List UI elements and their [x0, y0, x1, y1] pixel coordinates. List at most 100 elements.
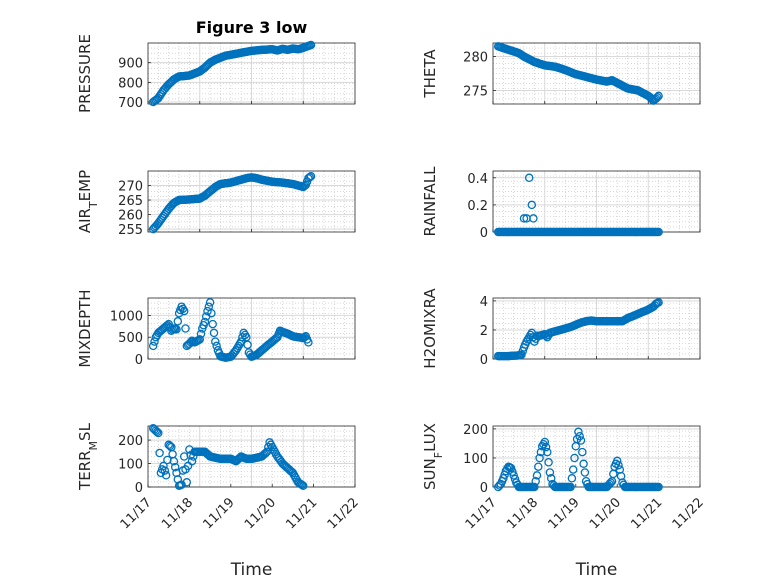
- data-point: [530, 482, 539, 492]
- data-point: [298, 182, 308, 192]
- y-tick-label: 700: [118, 96, 143, 111]
- data-point: [499, 474, 508, 483]
- data-point: [260, 449, 269, 459]
- y-axis-label: H2OMIXRA: [421, 288, 439, 369]
- data-point: [306, 40, 316, 50]
- data-point: [170, 462, 180, 472]
- data-point: [614, 460, 623, 470]
- data-point: [654, 227, 663, 237]
- data-point: [177, 480, 186, 489]
- y-tick-label: 900: [118, 57, 143, 72]
- data-point: [305, 172, 314, 182]
- subplot-title: Figure 3 low: [196, 18, 308, 37]
- x-tick-label: 11/20: [242, 495, 279, 532]
- subplot-pressure: 700 800 900 PRESSURE Figure 3 low: [76, 18, 356, 113]
- data-point: [236, 337, 246, 346]
- data-point: [575, 431, 584, 441]
- data-point: [580, 468, 590, 477]
- data-point: [172, 325, 181, 334]
- data-point: [154, 428, 163, 438]
- x-tick-label: 11/18: [159, 495, 196, 532]
- y-axis-label: THETA: [421, 49, 439, 99]
- data-point: [187, 456, 197, 466]
- data-point: [654, 482, 663, 492]
- data-point: [509, 471, 518, 480]
- y-axis-label: SUNFLUX: [421, 423, 445, 490]
- subplot-sun_flux: 0 100 200 11/17 11/18 11/19 11/20 11/21 11/22 Tim…: [421, 423, 707, 580]
- y-tick-label: 0: [135, 481, 143, 496]
- data-point: [517, 350, 526, 359]
- data-point: [304, 174, 313, 183]
- subplot-mixdepth: 0 500 1000 MIXDEPTH: [76, 289, 356, 368]
- data-point: [195, 335, 205, 344]
- x-tick-label: 11/19: [546, 495, 583, 532]
- y-tick-label: 500: [118, 331, 143, 346]
- data-point: [531, 476, 540, 486]
- data-point: [519, 214, 529, 223]
- data-point: [540, 437, 550, 447]
- data-point: [545, 468, 555, 477]
- y-tick-label: 800: [118, 76, 143, 91]
- data-point: [566, 482, 575, 492]
- y-tick-label: 0: [480, 226, 488, 241]
- y-axis-label: TERRMSL: [76, 422, 100, 491]
- subplot-h2omixra: 0 2 4 H2OMIXRA: [421, 288, 701, 369]
- data-point: [567, 474, 577, 483]
- x-tick-label: 11/22: [325, 495, 362, 532]
- y-tick-label: 0: [480, 353, 488, 368]
- data-point: [535, 453, 544, 463]
- x-tick-label: 11/21: [628, 495, 665, 532]
- data-point: [306, 171, 316, 181]
- data-point: [207, 308, 216, 318]
- data-point: [300, 181, 309, 191]
- axes-box: [147, 425, 356, 488]
- data-point: [160, 466, 170, 475]
- data-point: [646, 93, 656, 103]
- data-point: [532, 471, 542, 480]
- data-point: [151, 426, 161, 435]
- data-point: [534, 462, 543, 471]
- y-tick-label: 275: [463, 84, 488, 99]
- data-point: [234, 341, 243, 351]
- data-point: [495, 481, 504, 490]
- x-tick-label: 11/20: [587, 495, 624, 532]
- data-point: [200, 317, 210, 327]
- y-tick-label: 0: [135, 353, 143, 368]
- data-point: [163, 320, 172, 330]
- data-point: [576, 436, 586, 445]
- data-point: [544, 458, 553, 467]
- y-tick-label: 4: [480, 295, 488, 310]
- x-tick-label: 11/21: [283, 495, 320, 532]
- y-tick-label: 0: [480, 481, 488, 496]
- y-axis-label: PRESSURE: [76, 34, 94, 113]
- data-point: [612, 456, 622, 466]
- data-point: [238, 332, 247, 342]
- subplot-rainfall: 0 0.2 0.4 RAINFALL: [421, 166, 701, 241]
- data-point: [212, 341, 221, 351]
- x-tick-label: 11/17: [463, 495, 500, 532]
- data-point: [243, 340, 252, 350]
- data-point: [209, 328, 219, 338]
- y-tick-label: 255: [118, 223, 143, 238]
- data-point: [543, 447, 552, 457]
- data-point: [546, 474, 556, 483]
- data-point: [173, 317, 183, 326]
- data-point: [159, 461, 168, 471]
- y-tick-label: 200: [118, 434, 143, 449]
- data-point: [579, 459, 588, 469]
- data-point: [264, 442, 273, 452]
- data-point: [161, 471, 171, 480]
- y-tick-label: 100: [118, 458, 143, 473]
- data-point: [654, 298, 663, 307]
- data-point: [609, 469, 618, 479]
- x-tick-label: 11/17: [118, 495, 155, 532]
- x-tick-label: 11/18: [504, 495, 541, 532]
- y-axis-label: RAINFALL: [421, 166, 439, 237]
- data-point: [181, 324, 190, 333]
- subplot-theta: 275 280 THETA: [421, 42, 701, 105]
- data-point: [270, 335, 280, 344]
- data-point: [179, 306, 189, 316]
- y-axis-label: AIRTEMP: [76, 170, 100, 233]
